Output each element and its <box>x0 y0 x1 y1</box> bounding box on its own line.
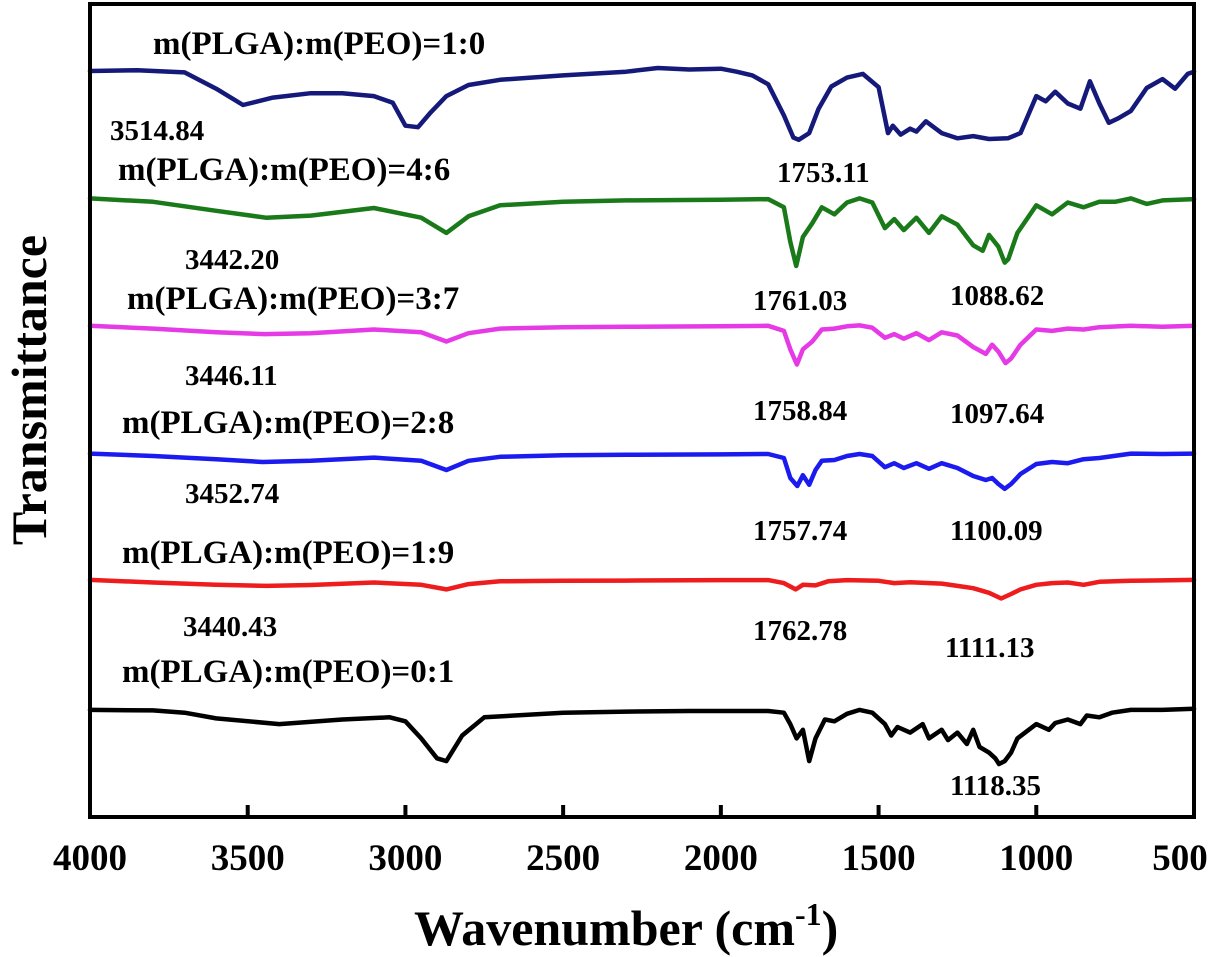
x-axis-title-sup: -1 <box>795 896 822 932</box>
x-tick-label-3000: 3000 <box>368 838 442 879</box>
x-tick-label-2000: 2000 <box>684 838 758 879</box>
x-tick-label-1000: 1000 <box>999 838 1073 879</box>
peak-label-1111-13: 1111.13 <box>945 632 1034 664</box>
peak-label-1118-35: 1118.35 <box>950 770 1041 802</box>
series-line-4 <box>87 451 1197 492</box>
peak-label-1758-84: 1758.84 <box>753 395 847 427</box>
peak-label-1088-62: 1088.62 <box>950 280 1044 312</box>
x-tick-label-1500: 1500 <box>842 838 916 879</box>
series-label-0-1: m(PLGA):m(PEO)=0:1 <box>122 654 454 690</box>
x-tick-label-500: 500 <box>1152 838 1208 879</box>
x-axis-title-close: ) <box>822 900 839 956</box>
series-label-3-7: m(PLGA):m(PEO)=3:7 <box>127 281 459 317</box>
series-label-1-9: m(PLGA):m(PEO)=1:9 <box>122 535 454 571</box>
series-line-5 <box>87 577 1197 601</box>
peak-label-3514-84: 3514.84 <box>110 115 204 147</box>
x-tick-label-4000: 4000 <box>53 838 127 879</box>
peak-label-3452-74: 3452.74 <box>185 478 279 510</box>
peak-label-1097-64: 1097.64 <box>950 398 1044 430</box>
series-line-1 <box>87 65 1197 143</box>
plot-frame <box>88 2 1196 819</box>
peak-label-1753-11: 1753.11 <box>777 157 870 189</box>
peak-label-1761-03: 1761.03 <box>753 285 847 317</box>
series-label-4-6: m(PLGA):m(PEO)=4:6 <box>118 152 450 188</box>
series-line-6 <box>87 706 1197 767</box>
series-line-2 <box>87 196 1197 269</box>
peak-label-3446-11: 3446.11 <box>185 360 278 392</box>
peak-label-3442-20: 3442.20 <box>185 244 279 276</box>
peak-label-1762-78: 1762.78 <box>753 615 847 647</box>
y-axis-title: Transmittance <box>1 235 57 545</box>
x-tick-label-2500: 2500 <box>526 838 600 879</box>
series-label-1-0: m(PLGA):m(PEO)=1:0 <box>153 26 485 62</box>
x-axis-title: Wavenumber (cm-1) <box>414 896 838 956</box>
x-axis-ticks: 4000 3500 3000 2500 2000 1500 1000 500 <box>53 805 1208 879</box>
peak-label-1100-09: 1100.09 <box>950 515 1043 547</box>
peak-label-1757-74: 1757.74 <box>753 515 847 547</box>
series-label-2-8: m(PLGA):m(PEO)=2:8 <box>122 405 454 441</box>
inline-labels: m(PLGA):m(PEO)=1:0 3514.84 1753.11 m(PLG… <box>110 26 1044 802</box>
x-tick-label-3500: 3500 <box>211 838 285 879</box>
series-line-3 <box>87 323 1197 367</box>
series-layer <box>87 65 1197 767</box>
peak-label-3440-43: 3440.43 <box>183 611 277 643</box>
